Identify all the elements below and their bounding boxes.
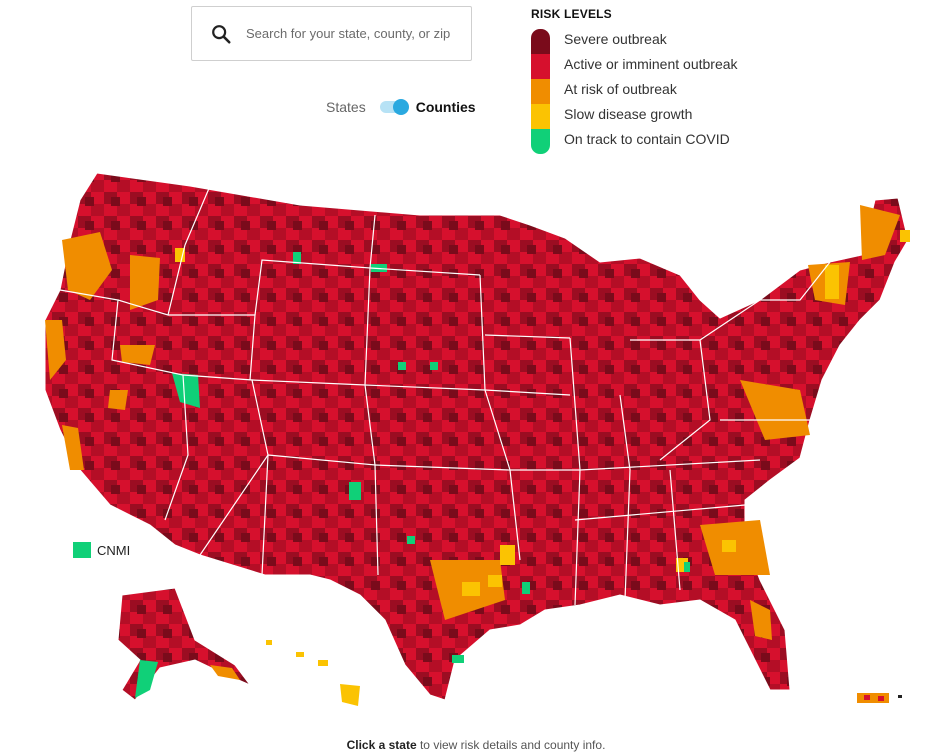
legend-label-severe: Severe outbreak [564,31,667,47]
legend-swatch-severe [531,29,550,54]
map-instruction: Click a state to view risk details and c… [0,738,952,752]
search-input[interactable] [244,25,463,42]
cnmi-label: CNMI [97,542,131,558]
switch-knob[interactable] [392,99,409,115]
cnmi-swatch [73,542,91,558]
states-counties-switch[interactable] [379,99,409,115]
search-box[interactable] [191,6,472,61]
toggle-states-label[interactable]: States [326,99,366,115]
legend-label-on-track: On track to contain COVID [564,131,730,147]
alaska-on-track [135,660,158,698]
legend-label-slow: Slow disease growth [564,106,693,122]
view-toggle: States Counties [326,99,476,115]
risk-legend: RISK LEVELS Severe outbreak Active or im… [531,7,738,154]
cnmi-marker[interactable]: CNMI [73,542,130,558]
alaska-at-risk [210,665,240,680]
instruction-rest: to view risk details and county info. [416,738,606,752]
legend-swatch-slow [531,104,550,129]
legend-swatch-on-track [531,129,550,154]
on-track-regions [172,252,690,663]
instruction-bold: Click a state [346,738,417,752]
search-icon [212,24,231,44]
legend-swatch-active [531,54,550,79]
legend-label-at-risk: At risk of outbreak [564,81,677,97]
puerto-rico-shape[interactable] [857,693,902,703]
legend-label-active: Active or imminent outbreak [564,56,738,72]
contiguous-us-shape[interactable] [44,172,909,701]
hawaii-shape[interactable] [266,640,360,706]
state-borders [59,185,831,606]
legend-title: RISK LEVELS [531,7,612,21]
legend-swatch-at-risk [531,79,550,104]
legend-color-bar [531,29,550,154]
toggle-counties-label[interactable]: Counties [415,99,476,115]
